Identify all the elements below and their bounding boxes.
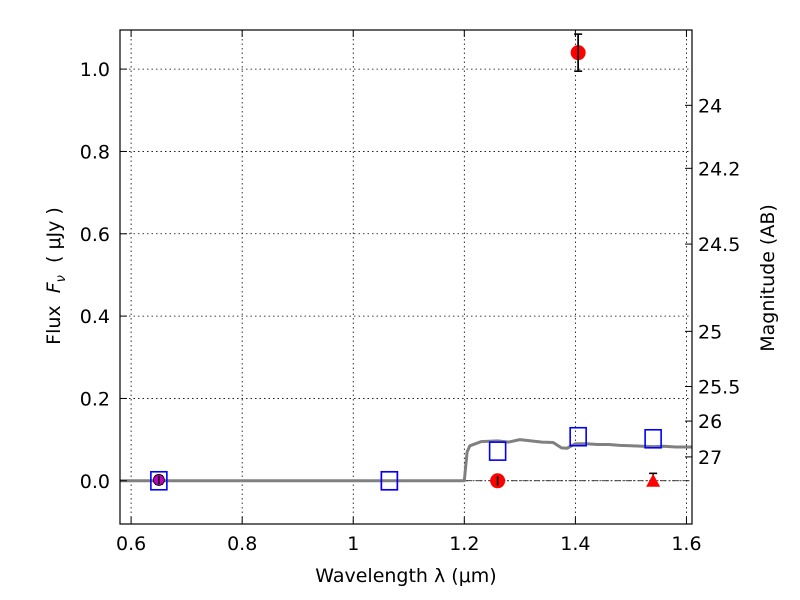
y-tick-label: 0.0	[80, 471, 110, 493]
y2-axis-label: Magnitude (AB)	[757, 204, 779, 352]
open-square-point	[150, 470, 168, 491]
open-square-point	[569, 426, 587, 447]
grid-lines	[120, 30, 692, 524]
y2-tick-label: 25.5	[698, 377, 740, 399]
open-square-point	[380, 470, 399, 491]
x-tick-label: 0.8	[227, 533, 257, 555]
y2-tick-label: 24.2	[698, 158, 740, 180]
x-tick-label: 1	[347, 533, 359, 555]
y-tick-label: 0.8	[80, 141, 110, 163]
x-tick-label: 0.6	[116, 533, 146, 555]
open-square-point	[644, 428, 662, 449]
plot-frame	[119, 29, 693, 525]
y-tick-label: 0.2	[80, 388, 110, 410]
y2-tick-label: 24	[698, 95, 722, 117]
ticks: 0.6 0.8 1 1.2 1.4 1.6 0.0 0.2 0.4 0.6 0.8 1.0 24 24.2…	[80, 30, 740, 555]
y-axis-label: Flux Fν ( μJy )	[43, 207, 69, 345]
y-tick-label: 0.6	[80, 224, 110, 246]
y2-tick-label: 27	[698, 447, 722, 469]
open-square-point	[488, 441, 507, 461]
x-tick-label: 1.4	[560, 533, 590, 555]
upper-limit-triangle	[646, 473, 661, 487]
x-tick-label: 1.6	[671, 533, 701, 555]
y2-tick-label: 25	[698, 321, 722, 343]
y-tick-label: 1.0	[80, 59, 110, 81]
series-layer	[120, 33, 692, 491]
y-tick-label: 0.4	[80, 306, 110, 328]
y2-tick-label: 24.5	[698, 234, 740, 256]
y2-tick-label: 26	[698, 411, 722, 433]
x-tick-label: 1.2	[449, 533, 479, 555]
x-axis-label: Wavelength λ (μm)	[315, 565, 496, 587]
model-sed-line	[120, 438, 692, 483]
